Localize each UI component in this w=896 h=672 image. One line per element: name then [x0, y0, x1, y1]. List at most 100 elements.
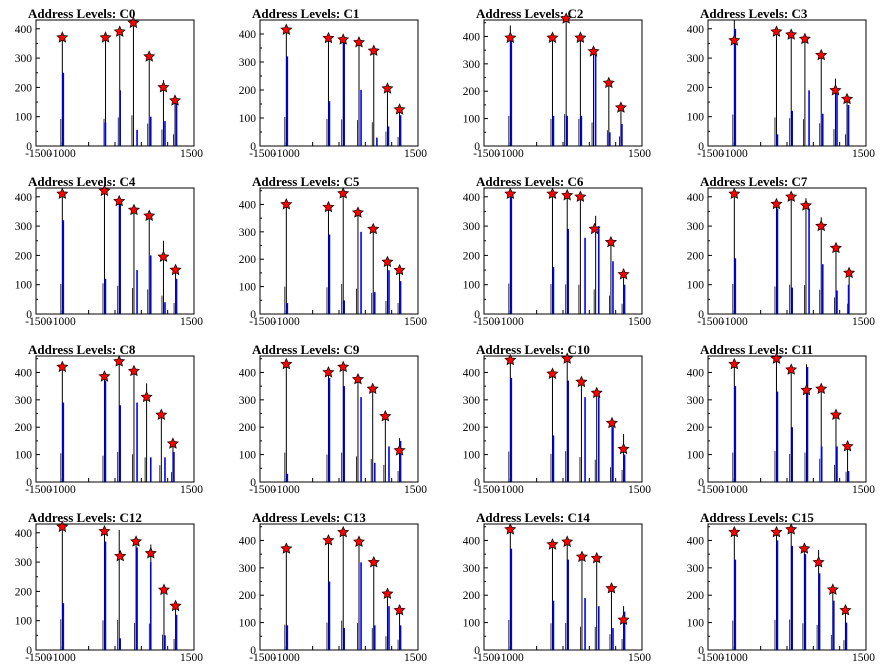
peak-marker-star: [728, 525, 741, 538]
x-tick-label: 1500: [852, 484, 875, 496]
y-tick-label: 300: [239, 227, 257, 239]
peak-marker-star: [280, 357, 293, 370]
y-tick-label: 100: [687, 450, 705, 462]
y-tick-label: 400: [15, 367, 33, 379]
y-tick-label: 100: [463, 280, 481, 292]
peak-marker-star: [113, 194, 126, 207]
chart-title: Address Levels: C11: [700, 342, 813, 357]
peak-marker-star: [337, 360, 350, 373]
plot-frame: [259, 523, 419, 651]
x-tick-label: -1000: [497, 484, 524, 496]
peak-marker-star: [367, 555, 380, 568]
y-tick-label: 400: [15, 528, 33, 540]
peak-marker-star: [561, 188, 574, 201]
y-tick-label: 200: [687, 82, 705, 94]
peak-marker-star: [379, 409, 392, 422]
y-tick-label: 100: [687, 280, 705, 292]
plot-frame: [707, 187, 867, 315]
peak-marker-star: [98, 370, 111, 382]
chart-panel-7: Address Levels: C7 0 100 200 300 400 -1500-100…: [687, 174, 876, 328]
y-tick-label: 0: [698, 477, 704, 489]
peak-marker-star: [337, 187, 350, 199]
y-tick-label: 300: [239, 57, 257, 69]
chart-panel-15: Address Levels: C15 0 100 200 300 400 -1500-10…: [687, 510, 876, 664]
peak-marker-star: [829, 83, 842, 96]
x-tick-label: 1500: [628, 484, 651, 496]
x-tick-label: -1500: [25, 148, 52, 160]
x-tick-label: 1500: [852, 148, 875, 160]
y-tick-label: 0: [26, 645, 32, 657]
x-tick-label: -1500: [697, 148, 724, 160]
y-tick-label: 200: [463, 250, 481, 262]
x-tick-label: 1500: [628, 652, 651, 664]
chart-title: Address Levels: C4: [28, 174, 136, 189]
peak-marker-star: [798, 32, 811, 45]
y-tick-label: 400: [463, 31, 481, 43]
x-tick-label: -1500: [25, 484, 52, 496]
chart-panel-2: Address Levels: C2 0 100 200 300 400 -1500-100…: [463, 6, 652, 160]
y-tick-label: 100: [687, 618, 705, 630]
peak-marker-star: [166, 437, 179, 449]
peak-marker-star: [129, 535, 143, 547]
peak-marker-star: [367, 44, 380, 56]
y-tick-label: 200: [239, 85, 257, 97]
peak-marker-star: [352, 535, 366, 547]
peak-marker-star: [617, 268, 630, 280]
y-tick-label: 200: [687, 590, 705, 602]
peak-marker-star: [588, 222, 601, 235]
y-tick-label: 300: [463, 395, 481, 407]
chart-panel-8: Address Levels: C8 0 100 200 300 400 -1500-100…: [15, 342, 204, 496]
peak-marker-star: [381, 587, 394, 600]
y-tick-label: 100: [15, 280, 33, 292]
peak-marker-star: [99, 31, 112, 43]
chart-title: Address Levels: C15: [700, 510, 814, 525]
y-tick-label: 100: [15, 616, 33, 628]
y-tick-label: 100: [239, 450, 257, 462]
y-tick-label: 200: [463, 86, 481, 98]
x-tick-label: -1000: [49, 652, 76, 664]
chart-title: Address Levels: C6: [476, 174, 584, 189]
peak-marker-star: [56, 31, 69, 43]
peak-marker-star: [785, 190, 798, 202]
chart-panel-3: Address Levels: C3 0 100 200 300 400 -1500-100…: [687, 6, 876, 160]
y-tick-label: 200: [463, 590, 481, 602]
y-tick-label: 400: [463, 535, 481, 547]
x-tick-label: -1000: [721, 148, 748, 160]
plot-frame: [35, 523, 195, 651]
y-tick-label: 200: [15, 586, 33, 598]
peak-marker-star: [155, 408, 168, 420]
y-tick-label: 300: [15, 53, 33, 65]
x-tick-label: 1500: [180, 148, 203, 160]
y-tick-label: 200: [239, 422, 257, 434]
peak-marker-star: [98, 524, 111, 537]
peak-marker-star: [843, 266, 856, 279]
plot-frame: [483, 523, 643, 651]
y-tick-label: 300: [463, 59, 481, 71]
y-tick-label: 100: [15, 450, 33, 462]
x-tick-label: -1000: [49, 484, 76, 496]
peak-marker-star: [770, 525, 783, 538]
peak-marker-star: [280, 198, 293, 210]
peak-marker-star: [169, 599, 182, 612]
x-tick-label: 1500: [628, 316, 651, 328]
peak-marker-star: [590, 386, 603, 399]
y-tick-label: 400: [687, 24, 705, 36]
y-tick-label: 300: [463, 221, 481, 233]
y-tick-label: 300: [687, 53, 705, 65]
y-tick-label: 0: [250, 477, 256, 489]
y-tick-label: 0: [26, 477, 32, 489]
y-tick-label: 200: [687, 422, 705, 434]
peak-marker-star: [351, 372, 365, 385]
plot-frame: [483, 187, 643, 315]
y-tick-label: 0: [26, 309, 32, 321]
peak-marker-star: [829, 408, 843, 420]
peak-marker-star: [561, 535, 574, 547]
x-tick-label: -1000: [497, 316, 524, 328]
x-tick-label: -1000: [273, 148, 300, 160]
chart-title: Address Levels: C3: [700, 6, 808, 21]
y-tick-label: 0: [250, 141, 256, 153]
chart-title: Address Levels: C7: [700, 174, 808, 189]
chart-title: Address Levels: C10: [476, 342, 590, 357]
peak-marker-star: [140, 390, 153, 403]
